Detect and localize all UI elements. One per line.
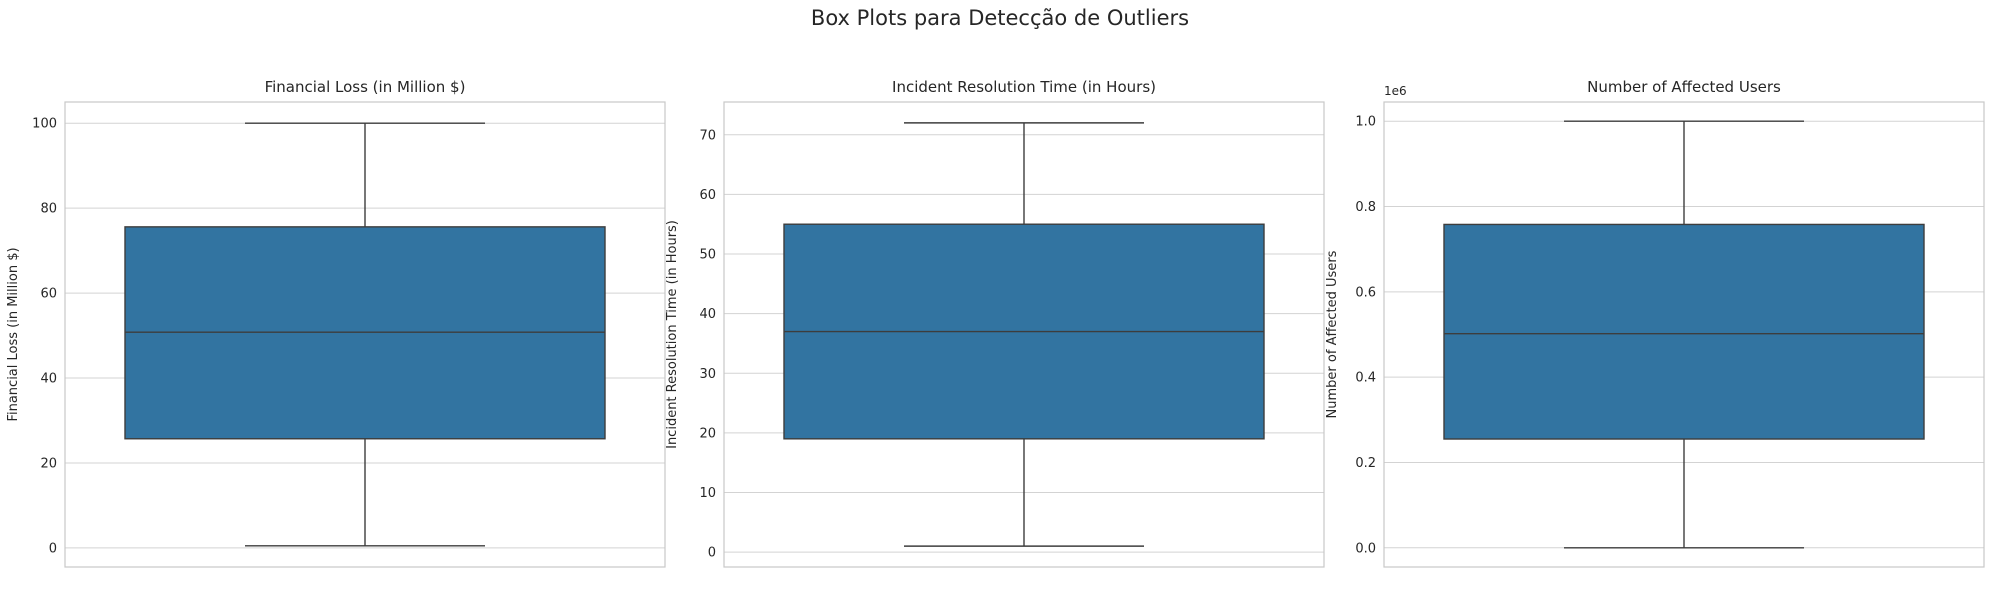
y-tick-label: 0.4 [1355,371,1376,386]
y-offset-label: 1e6 [1384,84,1407,98]
panel-title-affected-users: Number of Affected Users [1587,78,1781,96]
y-tick-label: 70 [699,128,716,143]
y-tick-label: 40 [40,372,57,387]
y-tick-label: 0.6 [1355,285,1376,300]
y-axis-label: Number of Affected Users [1325,250,1340,418]
panel-title-resolution-time: Incident Resolution Time (in Hours) [892,78,1156,96]
plot-frame [1383,101,1985,568]
y-tick-label: 100 [32,117,57,132]
y-tick-label: 0 [708,546,716,561]
figure-title: Box Plots para Detecção de Outliers [810,6,1190,30]
y-tick-label: 30 [699,367,716,382]
y-tick-label: 0.8 [1355,200,1376,215]
plot-frame [723,101,1325,568]
y-tick-label: 20 [40,456,57,471]
plot-frame [64,101,666,568]
y-tick-label: 0.2 [1355,456,1376,471]
y-tick-label: 50 [699,248,716,263]
y-tick-label: 10 [699,486,716,501]
panel-title-financial-loss: Financial Loss (in Million $) [265,78,466,96]
iqr-box [1443,223,1925,440]
y-axis-label: Financial Loss (in Million $) [6,247,21,421]
y-tick-label: 60 [699,188,716,203]
y-axis-label: Incident Resolution Time (in Hours) [665,220,680,449]
y-tick-label: 80 [40,202,57,217]
y-tick-label: 0.0 [1355,541,1376,556]
y-tick-label: 40 [699,307,716,322]
y-tick-label: 60 [40,287,57,302]
y-tick-label: 1.0 [1355,115,1376,130]
y-tick-label: 20 [699,426,716,441]
y-tick-label: 0 [49,541,57,556]
